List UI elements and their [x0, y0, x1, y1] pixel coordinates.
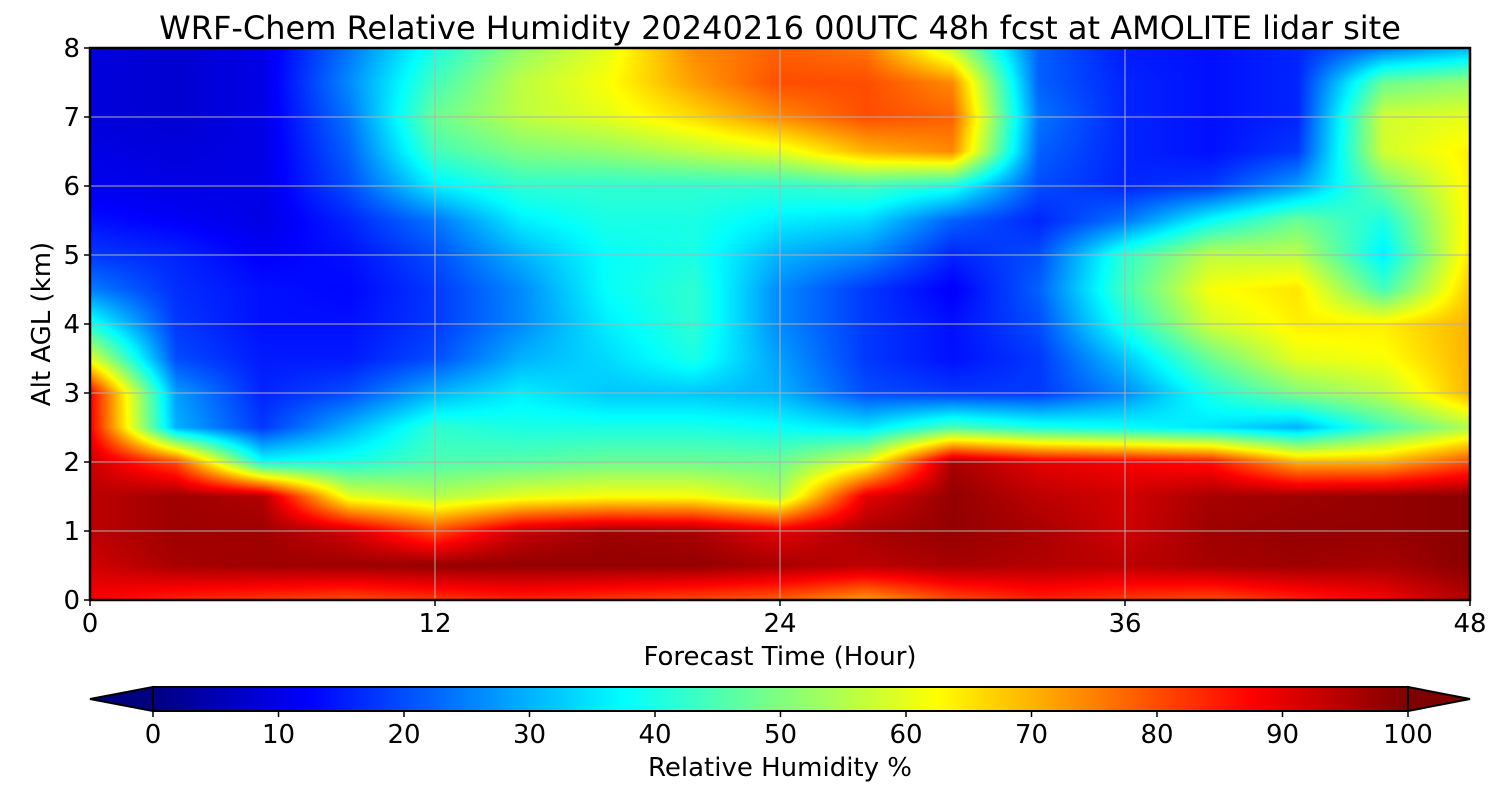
x-tick-label: 36 [1108, 609, 1141, 639]
y-tick-label: 4 [63, 310, 80, 340]
colorbar-label: Relative Humidity % [648, 753, 912, 783]
x-tick-label: 12 [418, 609, 451, 639]
x-tick-label: 24 [763, 609, 796, 639]
chart-title: WRF-Chem Relative Humidity 20240216 00UT… [159, 9, 1401, 47]
colorbar-tick-label: 40 [638, 720, 671, 750]
x-tick-label: 0 [82, 609, 99, 639]
colorbar-tick-label: 90 [1266, 720, 1299, 750]
colorbar-tick-label: 50 [764, 720, 797, 750]
y-axis-label: Alt AGL (km) [27, 242, 57, 406]
colorbar: 0 10 20 30 40 50 60 70 80 90 100 Relative Humidity… [89, 685, 1471, 783]
y-tick-label: 6 [63, 172, 80, 202]
x-tick-label: 48 [1453, 609, 1486, 639]
y-tick-label: 8 [63, 34, 80, 64]
colorbar-tick-label: 20 [387, 720, 420, 750]
y-axis: 0 1 2 3 4 5 6 7 8 [63, 34, 90, 616]
y-tick-label: 3 [63, 379, 80, 409]
x-axis-label: Forecast Time (Hour) [643, 642, 916, 672]
colorbar-ticks: 0 10 20 30 40 50 60 70 80 90 100 [145, 711, 1433, 750]
colorbar-gradient [152, 686, 1409, 712]
y-tick-label: 0 [63, 586, 80, 616]
colorbar-tick-label: 30 [513, 720, 546, 750]
colorbar-tick-label: 80 [1140, 720, 1173, 750]
colorbar-tick-label: 60 [889, 720, 922, 750]
colorbar-tick-label: 10 [262, 720, 295, 750]
colorbar-tick-label: 0 [145, 720, 162, 750]
colorbar-tick-label: 100 [1383, 720, 1433, 750]
colorbar-max-extension [1407, 685, 1471, 713]
y-tick-label: 1 [63, 517, 80, 547]
x-axis: 0 12 24 36 48 [82, 600, 1487, 639]
y-tick-label: 2 [63, 448, 80, 478]
colorbar-tick-label: 70 [1015, 720, 1048, 750]
y-tick-label: 5 [63, 241, 80, 271]
y-tick-label: 7 [63, 103, 80, 133]
colorbar-min-extension [89, 685, 154, 713]
